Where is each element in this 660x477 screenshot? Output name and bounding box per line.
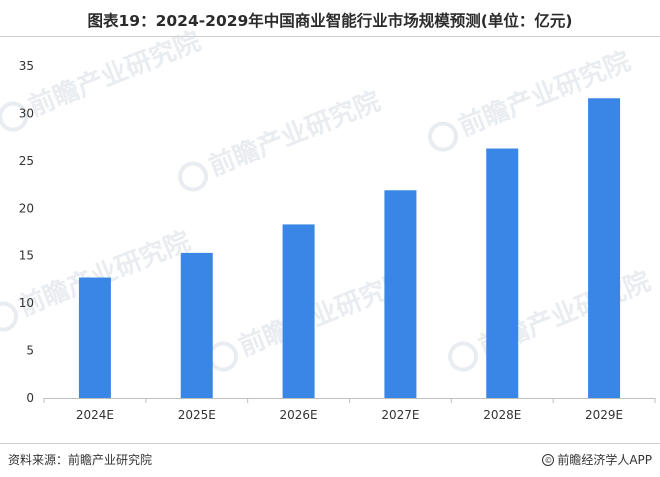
copyright-text: 前瞻经济学人APP bbox=[557, 453, 652, 467]
x-tick-label: 2027E bbox=[381, 408, 419, 422]
bar bbox=[486, 148, 519, 398]
bar bbox=[588, 98, 621, 398]
y-tick-label: 35 bbox=[19, 59, 34, 73]
x-tick-label: 2028E bbox=[483, 408, 521, 422]
source-note: 资料来源：前瞻产业研究院 bbox=[8, 453, 153, 467]
bar bbox=[282, 224, 315, 398]
bar bbox=[78, 277, 111, 398]
y-tick-label: 5 bbox=[26, 344, 34, 358]
bar bbox=[180, 252, 213, 398]
chart-title: 图表19：2024-2029年中国商业智能行业市场规模预测(单位：亿元) bbox=[87, 12, 573, 30]
y-tick-label: 0 bbox=[26, 391, 34, 405]
x-tick-label: 2024E bbox=[76, 408, 114, 422]
y-tick-label: 25 bbox=[19, 154, 34, 168]
x-tick-label: 2029E bbox=[585, 408, 623, 422]
x-tick-label: 2026E bbox=[280, 408, 318, 422]
footer-divider bbox=[0, 443, 660, 444]
y-tick-label: 20 bbox=[19, 201, 34, 215]
copyright-icon: © bbox=[542, 453, 555, 466]
y-tick-label: 10 bbox=[19, 296, 34, 310]
y-tick-label: 15 bbox=[19, 249, 34, 263]
y-tick-label: 30 bbox=[19, 106, 34, 120]
bar bbox=[384, 190, 417, 398]
title-divider bbox=[0, 36, 660, 37]
x-tick-label: 2025E bbox=[178, 408, 216, 422]
copyright-note: © 前瞻经济学人APP bbox=[542, 451, 652, 468]
